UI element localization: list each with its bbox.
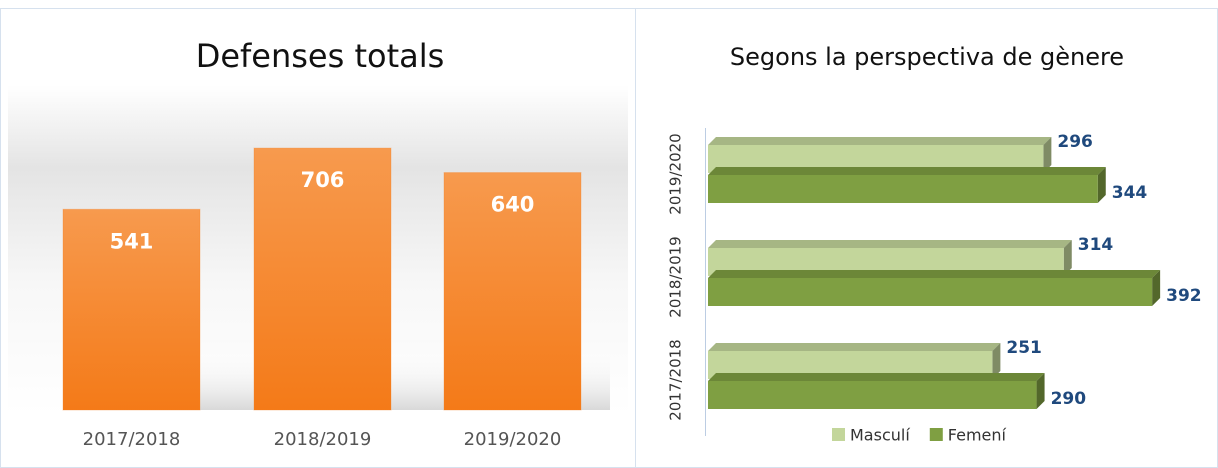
bar <box>708 381 1037 409</box>
legend-swatch <box>929 428 943 441</box>
bar <box>253 147 392 411</box>
value-label: 392 <box>1166 286 1202 306</box>
bar-side <box>1036 373 1045 409</box>
bar <box>443 172 582 411</box>
y-tick-label: 2018/2019 <box>667 236 685 317</box>
legend-label: Masculí <box>850 426 910 445</box>
bar-side <box>1097 167 1106 203</box>
bar <box>708 278 1153 306</box>
value-label: 706 <box>301 168 345 192</box>
bar-top <box>708 270 1161 278</box>
bar-top <box>708 343 1001 351</box>
bar-top <box>708 373 1045 381</box>
bar-top <box>708 240 1072 248</box>
value-label: 344 <box>1112 183 1148 203</box>
value-label: 251 <box>1006 338 1042 358</box>
bar-side <box>1043 137 1052 173</box>
legend-swatch <box>832 428 845 441</box>
bar-side <box>1063 240 1072 276</box>
x-tick-label: 2019/2020 <box>464 429 562 450</box>
y-tick-label: 2019/2020 <box>667 133 685 214</box>
right-title: Segons la perspectiva de gènere <box>730 43 1124 71</box>
x-tick-label: 2018/2019 <box>274 429 372 450</box>
bar <box>708 175 1098 203</box>
bar-side <box>1152 270 1161 306</box>
value-label: 296 <box>1057 132 1093 152</box>
legend-label: Femení <box>948 426 1007 445</box>
left-title: Defenses totals <box>196 37 445 75</box>
value-label: 314 <box>1078 235 1114 255</box>
bar-top <box>708 137 1052 145</box>
value-label: 541 <box>110 229 154 253</box>
value-label: 290 <box>1051 389 1087 409</box>
y-tick-label: 2017/2018 <box>667 339 685 420</box>
x-tick-label: 2017/2018 <box>83 429 181 450</box>
bar-side <box>992 343 1001 379</box>
bar-top <box>708 167 1106 175</box>
value-label: 640 <box>491 193 535 217</box>
bar <box>62 208 201 411</box>
